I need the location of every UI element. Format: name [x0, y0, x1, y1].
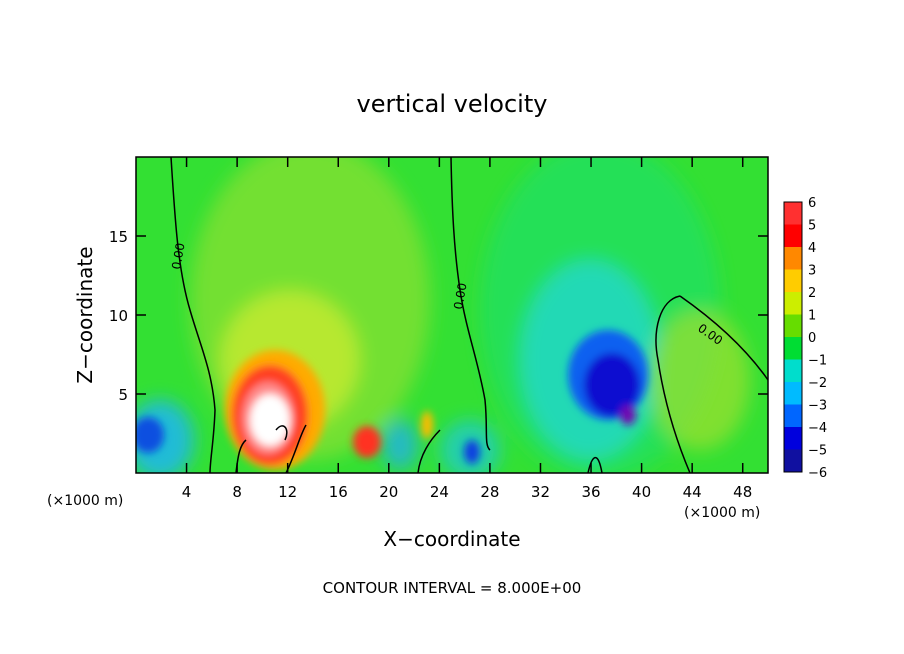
contour-label: 0.00 [169, 242, 187, 271]
colorbar-label: 5 [808, 219, 816, 234]
colorbar-swatch [784, 269, 802, 293]
x-tick-label: 44 [683, 483, 702, 501]
heatmap-field: 0.00 0.00 0.00 [136, 157, 768, 473]
colorbar-swatch [784, 449, 802, 473]
y-tick-label: 10 [109, 307, 128, 325]
colorbar-swatch [784, 314, 802, 338]
colorbar-label: −4 [808, 421, 827, 436]
chart-title: vertical velocity [357, 90, 548, 118]
x-tick-label: 40 [632, 483, 651, 501]
colorbar-label: 4 [808, 241, 816, 256]
colorbar-swatch [784, 427, 802, 450]
x-unit-left: (×1000 m) [47, 493, 123, 509]
colorbar-label: 1 [808, 309, 816, 324]
x-tick-label: 32 [531, 483, 550, 501]
x-tick-label: 16 [329, 483, 348, 501]
colorbar-swatch [784, 247, 802, 270]
x-axis-label: X−coordinate [383, 527, 520, 551]
x-axis: 4 8 12 16 20 24 28 32 36 40 44 48 [182, 157, 752, 501]
y-axis-label: Z−coordinate [73, 246, 97, 383]
colorbar-swatch [784, 292, 802, 315]
x-tick-label: 36 [581, 483, 600, 501]
contour-label: 0.00 [451, 282, 469, 311]
colorbar-label: −6 [808, 466, 827, 481]
colorbar-swatch [784, 337, 802, 360]
colorbar-label: 2 [808, 286, 816, 301]
colorbar-label: −5 [808, 444, 827, 459]
x-tick-label: 24 [430, 483, 449, 501]
x-tick-label: 48 [733, 483, 752, 501]
colorbar-label: −2 [808, 376, 827, 391]
x-tick-label: 12 [278, 483, 297, 501]
colorbar-swatch [784, 359, 802, 383]
colorbar-label: 6 [808, 196, 816, 211]
x-unit-right: (×1000 m) [684, 505, 760, 521]
y-axis: 5 10 15 [109, 228, 768, 404]
colorbar: 6 5 4 3 2 1 0 −1 −2 −3 −4 −5 −6 [783, 196, 827, 481]
x-tick-label: 4 [182, 483, 192, 501]
colorbar-label: −3 [808, 399, 827, 414]
x-tick-label: 8 [232, 483, 242, 501]
x-tick-label: 20 [379, 483, 398, 501]
zero-contour-lines [170, 157, 768, 473]
colorbar-swatch [784, 404, 802, 428]
colorbar-swatch [784, 224, 802, 248]
colorbar-swatch [784, 202, 802, 225]
y-tick-label: 5 [118, 386, 128, 404]
colorbar-label: 0 [808, 331, 816, 346]
colorbar-label: 3 [808, 264, 816, 279]
x-tick-label: 28 [480, 483, 499, 501]
contour-interval-note: CONTOUR INTERVAL = 8.000E+00 [323, 579, 582, 597]
colorbar-frame [783, 201, 803, 473]
colorbar-swatch [784, 382, 802, 405]
y-tick-label: 15 [109, 228, 128, 246]
colorbar-label: −1 [808, 354, 827, 369]
